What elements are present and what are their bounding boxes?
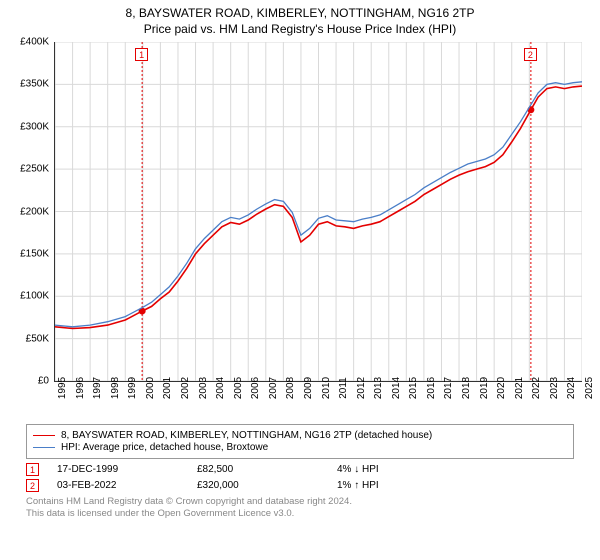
x-tick-label: 2021 (514, 377, 525, 399)
plot-area (54, 42, 582, 382)
sale-marker-label: 1 (135, 48, 148, 61)
x-tick-label: 2025 (584, 377, 595, 399)
legend-item: 8, BAYSWATER ROAD, KIMBERLEY, NOTTINGHAM… (33, 430, 567, 441)
legend: 8, BAYSWATER ROAD, KIMBERLEY, NOTTINGHAM… (26, 424, 574, 459)
x-tick-label: 2024 (566, 377, 577, 399)
y-axis-labels: £0£50K£100K£150K£200K£250K£300K£350K£400… (10, 42, 52, 382)
chart-subtitle: Price paid vs. HM Land Registry's House … (0, 22, 600, 36)
transaction-marker: 1 (26, 463, 39, 476)
x-tick-label: 1998 (110, 377, 121, 399)
transaction-diff: 4% ↓ HPI (337, 464, 379, 475)
x-tick-label: 2010 (321, 377, 332, 399)
plot-svg (55, 42, 582, 381)
x-tick-label: 2016 (426, 377, 437, 399)
footer-line-2: This data is licensed under the Open Gov… (26, 508, 574, 520)
x-tick-label: 2023 (549, 377, 560, 399)
x-tick-label: 2002 (180, 377, 191, 399)
transaction-row: 2 03-FEB-2022£320,0001% ↑ HPI (26, 479, 574, 492)
transaction-price: £82,500 (197, 464, 337, 475)
y-tick-label: £0 (38, 376, 49, 387)
x-tick-label: 2005 (233, 377, 244, 399)
legend-swatch (33, 447, 55, 448)
chart-container: 8, BAYSWATER ROAD, KIMBERLEY, NOTTINGHAM… (0, 0, 600, 560)
y-tick-label: £350K (20, 79, 49, 90)
sale-marker-label: 2 (524, 48, 537, 61)
x-tick-label: 2009 (303, 377, 314, 399)
x-tick-label: 2012 (356, 377, 367, 399)
x-tick-label: 1999 (127, 377, 138, 399)
x-tick-label: 2018 (461, 377, 472, 399)
transaction-marker: 2 (26, 479, 39, 492)
x-tick-label: 1997 (92, 377, 103, 399)
y-tick-label: £200K (20, 206, 49, 217)
y-tick-label: £150K (20, 248, 49, 259)
x-tick-label: 2000 (145, 377, 156, 399)
transaction-date: 17-DEC-1999 (57, 464, 197, 475)
x-tick-label: 2007 (268, 377, 279, 399)
x-tick-label: 2015 (408, 377, 419, 399)
transaction-row: 1 17-DEC-1999£82,5004% ↓ HPI (26, 463, 574, 476)
y-tick-label: £50K (26, 333, 49, 344)
x-tick-label: 1995 (57, 377, 68, 399)
x-tick-label: 2008 (285, 377, 296, 399)
y-tick-label: £100K (20, 291, 49, 302)
transaction-price: £320,000 (197, 480, 337, 491)
attribution-footer: Contains HM Land Registry data © Crown c… (26, 496, 574, 521)
x-tick-label: 2003 (198, 377, 209, 399)
x-tick-label: 2017 (443, 377, 454, 399)
x-tick-label: 2020 (496, 377, 507, 399)
legend-label: 8, BAYSWATER ROAD, KIMBERLEY, NOTTINGHAM… (61, 430, 432, 441)
x-tick-label: 2006 (250, 377, 261, 399)
x-tick-label: 2001 (162, 377, 173, 399)
transaction-list: 1 17-DEC-1999£82,5004% ↓ HPI 2 03-FEB-2022£… (0, 463, 600, 492)
x-tick-label: 2019 (479, 377, 490, 399)
legend-swatch (33, 435, 55, 436)
x-tick-label: 2004 (215, 377, 226, 399)
x-tick-label: 2014 (391, 377, 402, 399)
x-tick-label: 2011 (338, 377, 349, 399)
legend-label: HPI: Average price, detached house, Brox… (61, 442, 268, 453)
transaction-date: 03-FEB-2022 (57, 480, 197, 491)
x-tick-label: 1996 (75, 377, 86, 399)
title-block: 8, BAYSWATER ROAD, KIMBERLEY, NOTTINGHAM… (0, 0, 600, 36)
y-tick-label: £400K (20, 37, 49, 48)
legend-item: HPI: Average price, detached house, Brox… (33, 442, 567, 453)
x-tick-label: 2013 (373, 377, 384, 399)
chart-title: 8, BAYSWATER ROAD, KIMBERLEY, NOTTINGHAM… (0, 6, 600, 20)
y-tick-label: £250K (20, 164, 49, 175)
transaction-diff: 1% ↑ HPI (337, 480, 379, 491)
chart-area: £0£50K£100K£150K£200K£250K£300K£350K£400… (10, 42, 590, 422)
x-axis-labels: 1995199619971998199920002001200220032004… (54, 384, 582, 424)
y-tick-label: £300K (20, 121, 49, 132)
footer-line-1: Contains HM Land Registry data © Crown c… (26, 496, 574, 508)
x-tick-label: 2022 (531, 377, 542, 399)
